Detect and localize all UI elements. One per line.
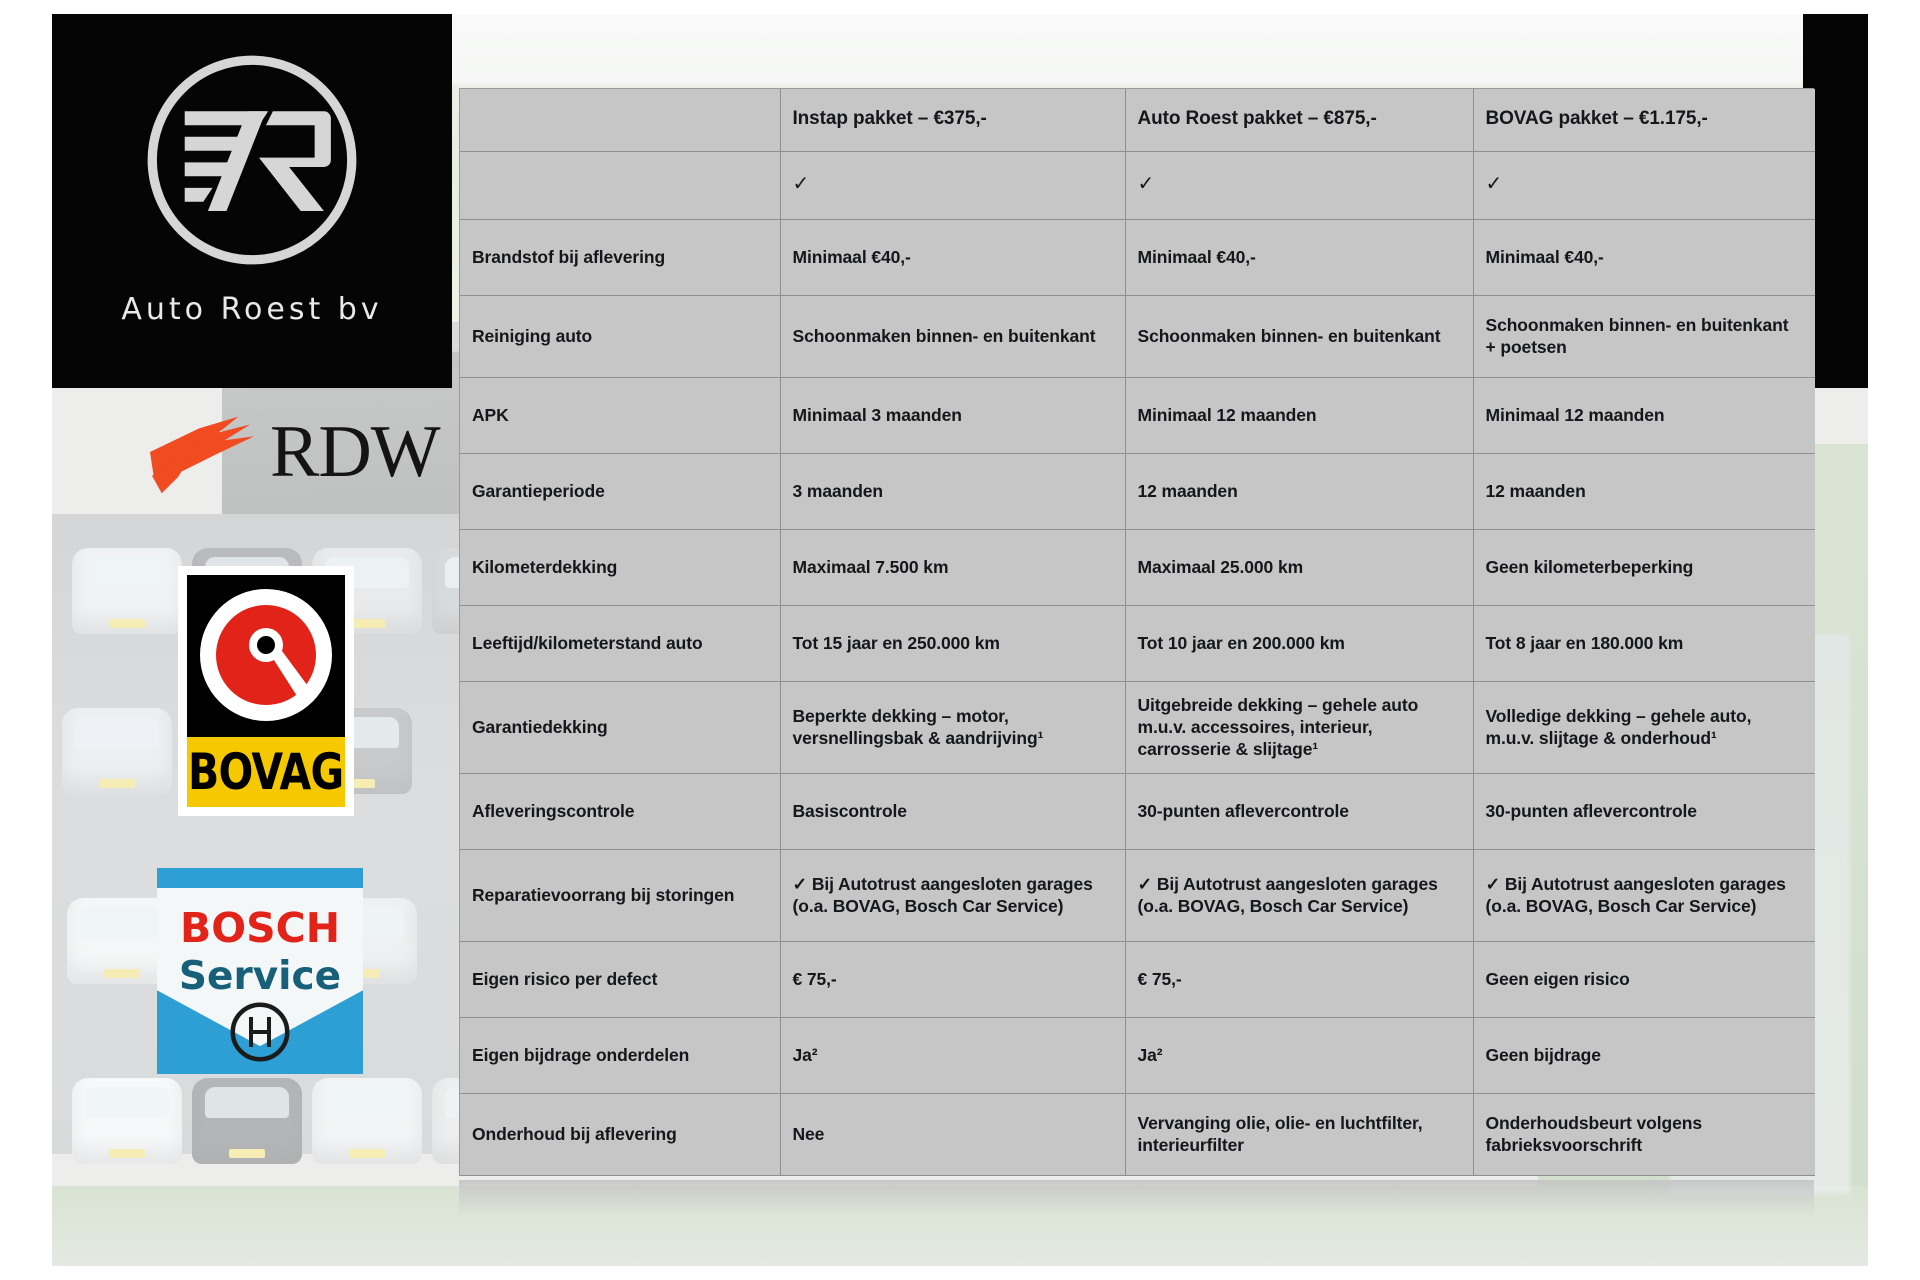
row-label: Brandstof bij aflevering	[460, 219, 781, 296]
auto-roest-logo-panel: Auto Roest bv	[52, 14, 452, 388]
rdw-logo: RDW	[148, 398, 441, 506]
table-row: Leeftijd/kilometerstand auto Tot 15 jaar…	[460, 605, 1815, 682]
table-row: Brandstof bij aflevering Minimaal €40,- …	[460, 219, 1815, 296]
row-label: Onderhoud bij aflevering	[460, 1093, 781, 1176]
bosch-service-wordmark: Service	[178, 954, 342, 999]
table-row: Reparatievoorrang bij storingen ✓ Bij Au…	[460, 849, 1815, 942]
cell-auto-roest: Uitgebreide dekking – gehele auto m.u.v.…	[1125, 681, 1474, 774]
cell-instap: Minimaal 3 maanden	[780, 377, 1126, 454]
cell-instap: Basiscontrole	[780, 773, 1126, 850]
check-icon-auto-roest: ✓	[1125, 151, 1474, 220]
cell-instap: Nee	[780, 1093, 1126, 1176]
cell-auto-roest: 30-punten aflevercontrole	[1125, 773, 1474, 850]
table-row-checkmarks: ✓ ✓ ✓	[460, 151, 1815, 220]
row-label: APK	[460, 377, 781, 454]
row-label: Eigen risico per defect	[460, 941, 781, 1018]
row-label: Reparatievoorrang bij storingen	[460, 849, 781, 942]
check-icon-bovag: ✓	[1473, 151, 1815, 220]
cell-auto-roest: Minimaal 12 maanden	[1125, 377, 1474, 454]
cell-instap: Ja²	[780, 1017, 1126, 1094]
table-row: Eigen bijdrage onderdelen Ja² Ja² Geen b…	[460, 1017, 1815, 1094]
company-name: Auto Roest bv	[121, 292, 383, 327]
check-icon-instap: ✓	[780, 151, 1126, 220]
cell-auto-roest: Minimaal €40,-	[1125, 219, 1474, 296]
cell-auto-roest: 12 maanden	[1125, 453, 1474, 530]
cell-instap: Schoonmaken binnen- en buitenkant	[780, 295, 1126, 378]
table-row: APK Minimaal 3 maanden Minimaal 12 maand…	[460, 377, 1815, 454]
cell-auto-roest: Maximaal 25.000 km	[1125, 529, 1474, 606]
cell-auto-roest: Vervanging olie, olie- en luchtfilter, i…	[1125, 1093, 1474, 1176]
table-row: Afleveringscontrole Basiscontrole 30-pun…	[460, 773, 1815, 850]
cell-bovag: Tot 8 jaar en 180.000 km	[1473, 605, 1815, 682]
cell-bovag: Minimaal 12 maanden	[1473, 377, 1815, 454]
row-label: Afleveringscontrole	[460, 773, 781, 850]
cell-auto-roest: Tot 10 jaar en 200.000 km	[1125, 605, 1474, 682]
row-label: Eigen bijdrage onderdelen	[460, 1017, 781, 1094]
cell-bovag: Geen kilometerbeperking	[1473, 529, 1815, 606]
row-label: Leeftijd/kilometerstand auto	[460, 605, 781, 682]
bovag-steering-wheel-icon	[200, 589, 332, 721]
cell-auto-roest: Ja²	[1125, 1017, 1474, 1094]
cell-bovag: Geen bijdrage	[1473, 1017, 1815, 1094]
cell-bovag: 12 maanden	[1473, 453, 1815, 530]
cell-bovag: Minimaal €40,-	[1473, 219, 1815, 296]
table-row: Garantieperiode 3 maanden 12 maanden 12 …	[460, 453, 1815, 530]
cell-bovag: ✓ Bij Autotrust aangesloten garages (o.a…	[1473, 849, 1815, 942]
cell-instap: Maximaal 7.500 km	[780, 529, 1126, 606]
cell-instap: € 75,-	[780, 941, 1126, 1018]
cell-bovag: Onderhoudsbeurt volgens fabrieksvoorschr…	[1473, 1093, 1815, 1176]
bovag-logo: BOVAG	[178, 566, 354, 816]
row-label: Kilometerdekking	[460, 529, 781, 606]
bosch-wordmark: BOSCH	[179, 904, 341, 952]
table-row: Garantiedekking Beperkte dekking – motor…	[460, 681, 1815, 774]
table-row: Onderhoud bij aflevering Nee Vervanging …	[460, 1093, 1815, 1176]
row-label: Garantiedekking	[460, 681, 781, 774]
bovag-wordmark-bar: BOVAG	[187, 737, 345, 807]
cell-auto-roest: ✓ Bij Autotrust aangesloten garages (o.a…	[1125, 849, 1474, 942]
cell-instap: ✓ Bij Autotrust aangesloten garages (o.a…	[780, 849, 1126, 942]
package-comparison-table: Instap pakket – €375,- Auto Roest pakket…	[459, 88, 1815, 1176]
comparison-table: Instap pakket – €375,- Auto Roest pakket…	[460, 89, 1815, 1176]
cell-bovag: Schoonmaken binnen- en buitenkant + poet…	[1473, 295, 1815, 378]
table-row: Eigen risico per defect € 75,- € 75,- Ge…	[460, 941, 1815, 1018]
rdw-wordmark: RDW	[270, 411, 441, 493]
auto-roest-circular-r-logo-icon	[147, 55, 357, 265]
bovag-wordmark: BOVAG	[188, 743, 344, 801]
rdw-bird-icon	[149, 416, 255, 494]
table-row: Kilometerdekking Maximaal 7.500 km Maxim…	[460, 529, 1815, 606]
bosch-armature-icon	[230, 1002, 290, 1062]
cell-instap: Beperkte dekking – motor, versnellingsba…	[780, 681, 1126, 774]
cell-auto-roest: € 75,-	[1125, 941, 1474, 1018]
header-cell-bovag: BOVAG pakket – €1.175,-	[1473, 89, 1815, 152]
header-cell-auto-roest: Auto Roest pakket – €875,-	[1125, 89, 1474, 152]
row-label: Reiniging auto	[460, 295, 781, 378]
bosch-car-service-logo: BOSCH Service	[157, 868, 363, 1074]
header-cell-instap: Instap pakket – €375,-	[780, 89, 1126, 152]
row-label: Garantieperiode	[460, 453, 781, 530]
row-label-checkmarks	[460, 151, 781, 220]
table-header-row: Instap pakket – €375,- Auto Roest pakket…	[460, 89, 1815, 152]
cell-bovag: Volledige dekking – gehele auto, m.u.v. …	[1473, 681, 1815, 774]
cell-bovag: Geen eigen risico	[1473, 941, 1815, 1018]
table-row: Reiniging auto Schoonmaken binnen- en bu…	[460, 295, 1815, 378]
cell-instap: Tot 15 jaar en 250.000 km	[780, 605, 1126, 682]
cell-instap: Minimaal €40,-	[780, 219, 1126, 296]
cell-instap: 3 maanden	[780, 453, 1126, 530]
header-cell-feature	[460, 89, 781, 152]
cell-bovag: 30-punten aflevercontrole	[1473, 773, 1815, 850]
cell-auto-roest: Schoonmaken binnen- en buitenkant	[1125, 295, 1474, 378]
bovag-logo-inner: BOVAG	[187, 575, 345, 807]
